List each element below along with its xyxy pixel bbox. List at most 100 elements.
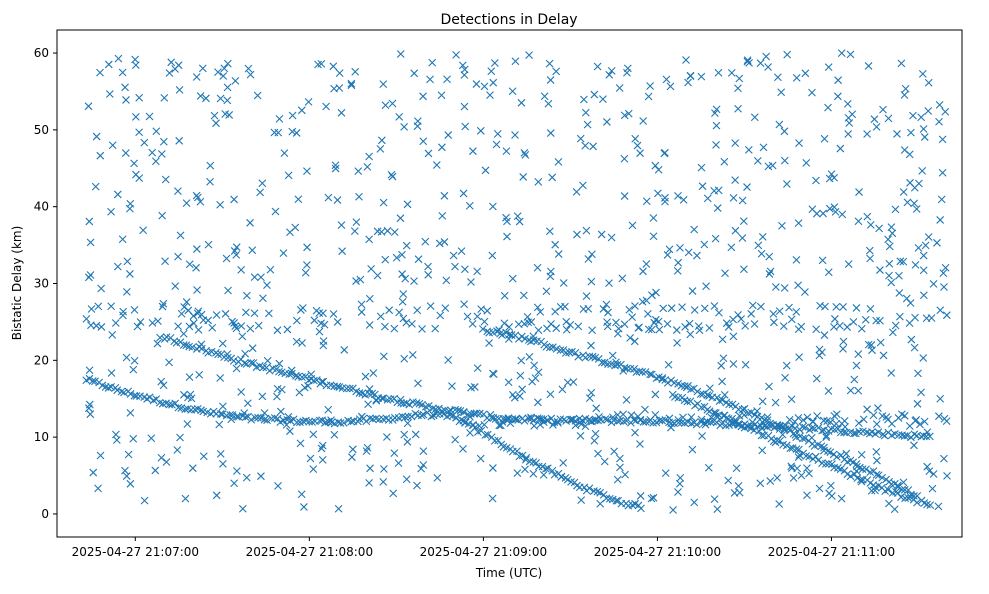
detection-marker (237, 322, 246, 330)
detection-marker (340, 346, 349, 354)
detection-marker (612, 318, 620, 327)
detection-marker (136, 318, 145, 326)
detection-marker (869, 411, 878, 420)
detection-marker (463, 312, 472, 321)
detection-marker (628, 313, 637, 322)
detection-marker (473, 312, 482, 321)
detection-marker (678, 303, 686, 312)
detection-marker (532, 459, 541, 467)
detection-marker (888, 328, 897, 337)
detection-marker (607, 67, 616, 75)
detection-marker (292, 337, 301, 346)
detection-marker (428, 58, 437, 67)
detection-marker (574, 352, 583, 361)
detection-marker (459, 445, 467, 453)
detection-marker (876, 338, 885, 347)
detection-marker (226, 411, 235, 419)
detection-marker (124, 450, 133, 459)
detection-marker (717, 419, 726, 428)
detection-marker (258, 179, 267, 188)
detection-marker (347, 81, 356, 90)
detection-marker (315, 416, 324, 425)
detection-marker (521, 150, 530, 159)
detection-marker (571, 421, 580, 430)
detection-marker (565, 348, 574, 357)
detection-marker (888, 229, 897, 238)
detection-marker (195, 370, 204, 379)
detection-marker (508, 274, 517, 283)
detection-marker (819, 416, 828, 425)
detection-marker (543, 464, 552, 473)
detection-marker (424, 270, 433, 279)
detection-marker (97, 284, 106, 293)
detection-marker (642, 197, 651, 206)
detection-marker (396, 214, 405, 223)
detection-marker (189, 319, 198, 328)
detection-marker (296, 439, 305, 448)
detection-marker (613, 475, 622, 484)
detection-marker (566, 320, 575, 329)
detection-marker (765, 270, 774, 278)
detection-marker (352, 277, 360, 285)
detection-marker (718, 396, 727, 404)
detection-marker (874, 481, 883, 490)
detection-marker (379, 465, 388, 473)
detection-marker (118, 235, 127, 244)
detection-marker (547, 320, 555, 328)
detection-marker (525, 352, 534, 361)
detection-marker (872, 447, 881, 456)
detection-marker (275, 359, 284, 368)
detection-marker (655, 325, 664, 334)
detection-marker (904, 494, 913, 502)
detection-marker (292, 129, 301, 137)
detection-marker (185, 373, 194, 382)
detection-marker (457, 415, 466, 424)
detection-marker (917, 113, 926, 122)
detection-marker (636, 492, 645, 500)
detection-marker (126, 409, 135, 417)
detection-marker (378, 394, 386, 403)
detection-marker (519, 291, 528, 300)
detection-marker (131, 55, 140, 64)
detection-marker (764, 63, 772, 71)
detection-marker (899, 257, 908, 266)
detection-marker (700, 240, 709, 249)
detection-marker (734, 104, 742, 113)
detection-marker (122, 472, 131, 480)
detection-marker (783, 50, 792, 59)
detection-marker (775, 500, 784, 508)
detection-marker (605, 279, 613, 288)
detection-marker (521, 455, 530, 464)
detection-marker (303, 243, 311, 252)
detection-marker (398, 250, 406, 259)
detection-marker (679, 195, 688, 204)
detection-marker (549, 343, 557, 352)
detection-marker (798, 422, 807, 431)
detection-marker (866, 254, 874, 263)
detection-marker (826, 481, 835, 490)
detection-marker (230, 479, 239, 488)
detection-marker (620, 192, 629, 200)
detection-marker (828, 460, 836, 468)
detection-marker (843, 323, 852, 331)
detection-marker (91, 182, 100, 191)
detection-marker (780, 156, 789, 165)
detection-marker (802, 158, 811, 167)
detection-marker (613, 329, 622, 338)
detection-marker (682, 56, 690, 64)
detection-marker (658, 375, 667, 384)
detection-marker (676, 473, 685, 482)
detection-marker (554, 250, 563, 258)
detection-marker (232, 364, 241, 373)
detection-marker (365, 235, 374, 244)
detection-marker (488, 202, 497, 211)
detection-marker (630, 364, 639, 373)
detection-marker (808, 205, 817, 214)
detection-marker (747, 408, 756, 417)
detection-marker (910, 199, 919, 208)
detection-marker (365, 152, 374, 161)
detection-marker (775, 120, 784, 129)
detection-marker (381, 101, 390, 110)
detection-marker (805, 452, 814, 461)
detection-marker (500, 291, 509, 300)
